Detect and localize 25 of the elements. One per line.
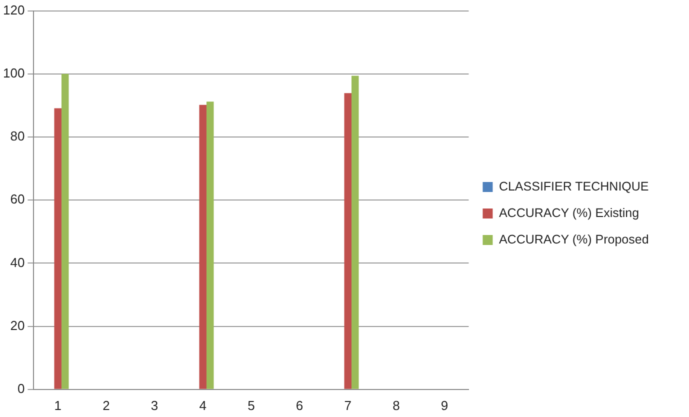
- x-tick-label: 2: [102, 398, 110, 413]
- bar: [54, 108, 62, 389]
- legend-label: ACCURACY (%) Existing: [498, 206, 640, 220]
- bar: [61, 74, 69, 389]
- y-tick-label: 40: [10, 254, 25, 270]
- x-tick-label: 1: [54, 398, 62, 413]
- y-tick-label: 0: [17, 380, 25, 396]
- legend-label: ACCURACY (%) Proposed: [498, 232, 649, 246]
- x-tick-label: 5: [248, 398, 255, 413]
- legend-label: CLASSIFIER TECHNIQUE: [498, 179, 649, 194]
- bar: [344, 93, 352, 389]
- y-tick-label: 20: [10, 318, 25, 333]
- x-tick-label: 9: [440, 398, 448, 413]
- x-tick-label: 3: [150, 398, 158, 413]
- x-tick-label: 7: [344, 398, 352, 413]
- bar: [351, 76, 359, 389]
- x-tick-label: 6: [296, 398, 304, 413]
- y-tick-label: 120: [2, 2, 25, 18]
- x-tick-label: 8: [392, 398, 400, 413]
- y-tick-label: 80: [10, 128, 25, 144]
- bar: [199, 104, 206, 389]
- x-tick-label: 4: [199, 398, 206, 413]
- y-tick-label: 100: [2, 65, 25, 80]
- y-tick-label: 60: [10, 192, 25, 207]
- bar: [206, 102, 214, 389]
